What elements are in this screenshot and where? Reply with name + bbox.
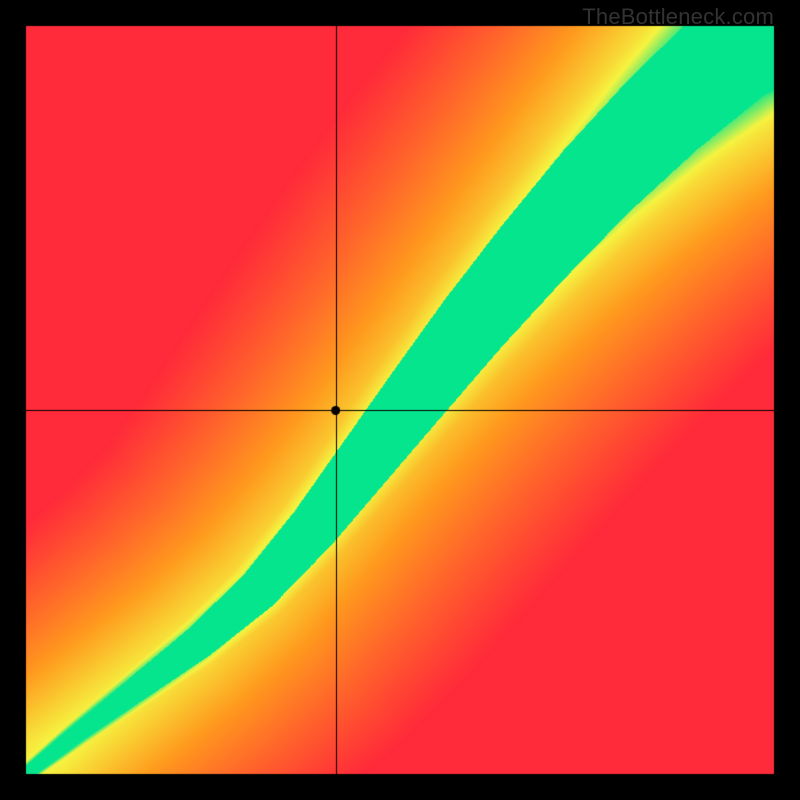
bottleneck-heatmap <box>0 0 800 800</box>
watermark-text: TheBottleneck.com <box>582 4 774 30</box>
